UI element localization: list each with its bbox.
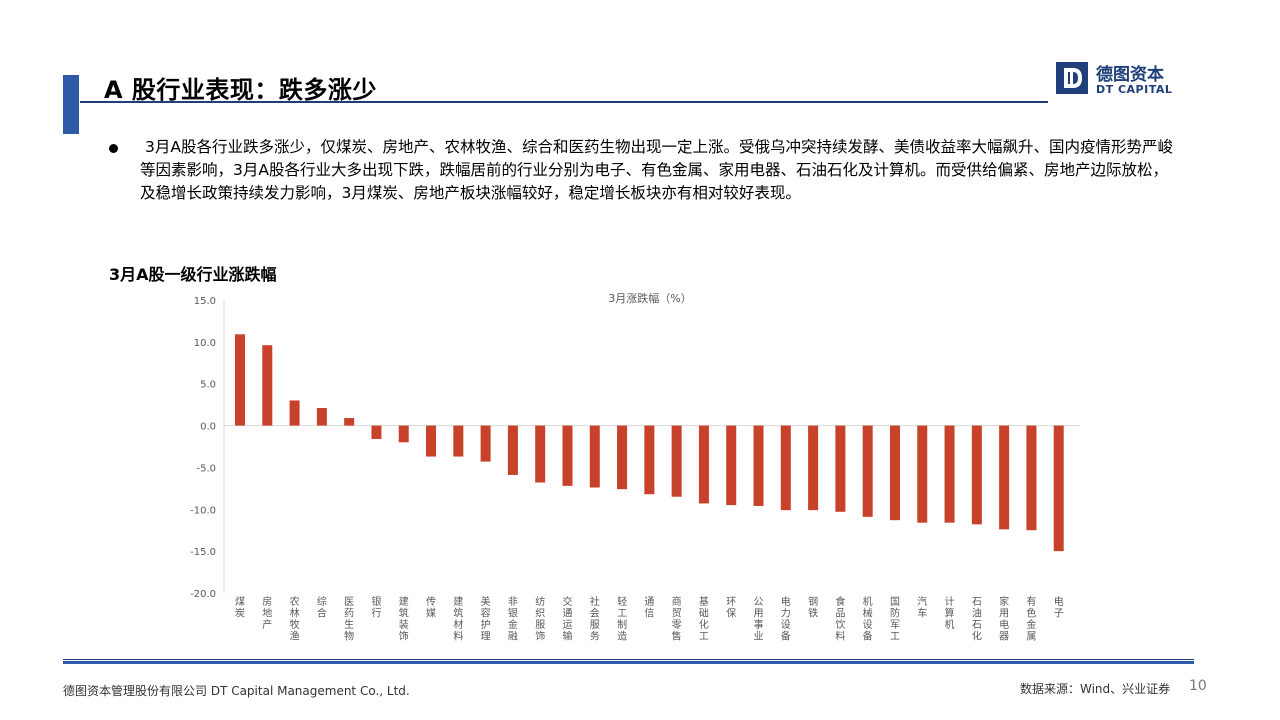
- y-axis-ticks: 15.0 10.0 5.0 0.0 -5.0 -10.0 -15.0 -20.0: [190, 296, 216, 600]
- x-tick-label: 家用电器: [999, 595, 1009, 643]
- x-tick-label: 环保: [726, 597, 736, 620]
- bar: [835, 425, 846, 512]
- page-number: 10: [1189, 678, 1207, 694]
- bar: [780, 425, 791, 511]
- bar: [1026, 425, 1037, 531]
- x-tick-label: 通信: [644, 596, 654, 620]
- x-tick-label: 建筑材料: [453, 595, 463, 643]
- x-tick-label: 综合: [317, 595, 327, 620]
- bar: [698, 425, 709, 504]
- x-tick-label: 石油石化: [972, 597, 982, 643]
- x-tick-label: 农林牧渔: [290, 595, 300, 643]
- company-logo: 德图资本 DT CAPITAL: [1056, 60, 1180, 100]
- x-tick-label: 有色金属: [1026, 595, 1036, 643]
- x-tick-label: 纺织服饰: [535, 595, 545, 643]
- bar: [535, 425, 546, 483]
- footer-company-name: 德图资本管理股份有限公司 DT Capital Management Co., …: [63, 684, 410, 698]
- x-tick-label: 机械设备: [863, 595, 873, 643]
- bar: [480, 425, 491, 462]
- bar: [971, 425, 982, 525]
- bar: [1053, 425, 1064, 552]
- y-tick-label: -10.0: [190, 505, 216, 516]
- bar: [453, 425, 464, 457]
- x-axis-labels: 煤炭 房地产 农林牧渔 综合 医药生物 银行 建筑装饰 传媒 建筑材料 美容护理 非银金融 纺织服饰 交…: [235, 595, 1064, 643]
- bullet-dot-icon: [109, 144, 118, 153]
- x-tick-label: 公用事业: [754, 597, 764, 643]
- x-tick-label: 商贸零售: [672, 595, 682, 643]
- y-tick-label: -15.0: [190, 547, 216, 558]
- x-tick-label: 传媒: [426, 596, 436, 620]
- x-tick-label: 计算机: [945, 595, 955, 631]
- bar: [235, 334, 245, 426]
- y-tick-label: 10.0: [194, 338, 216, 349]
- logo-english-text: DT CAPITAL: [1096, 83, 1173, 96]
- y-tick-label: 15.0: [194, 296, 216, 307]
- bar: [917, 425, 928, 523]
- bar: [671, 425, 682, 497]
- title-accent-bar: [63, 75, 79, 134]
- x-tick-label: 交通运输: [562, 595, 572, 643]
- industry-return-bar-chart: 3月涨跌幅（%） 15.0 10.0 5.0 0.0 -5.0 -10.0 -15.0 -20…: [190, 291, 1080, 643]
- bar: [426, 425, 437, 457]
- bar: [862, 425, 873, 517]
- bar: [262, 345, 273, 426]
- bar-series: [235, 334, 1064, 552]
- bar: [589, 425, 600, 488]
- bar: [808, 425, 819, 511]
- bar: [562, 425, 573, 486]
- title-divider: [80, 101, 1048, 103]
- bar: [644, 425, 655, 495]
- bar: [753, 425, 764, 506]
- x-tick-label: 银行: [371, 595, 381, 620]
- x-tick-label: 房地产: [262, 595, 272, 631]
- y-tick-label: -5.0: [196, 463, 216, 474]
- x-tick-label: 基础化工: [699, 595, 709, 643]
- logo-chinese-text: 德图资本: [1096, 65, 1164, 85]
- footer-divider-thick: [63, 661, 1194, 664]
- x-tick-label: 煤炭: [235, 595, 245, 620]
- x-tick-label: 医药生物: [344, 596, 354, 643]
- x-tick-label: 电力设备: [781, 595, 791, 643]
- bar: [507, 425, 518, 475]
- y-tick-label: 0.0: [200, 422, 216, 433]
- y-tick-label: -20.0: [190, 589, 216, 600]
- footer-divider-thin: [63, 659, 1194, 660]
- bar: [316, 407, 327, 426]
- bar: [398, 425, 409, 443]
- bar: [999, 425, 1010, 530]
- y-tick-label: 5.0: [200, 380, 216, 391]
- bar: [289, 400, 300, 426]
- bar: [617, 425, 628, 490]
- bar: [944, 425, 955, 523]
- chart-title: 3月涨跌幅（%）: [608, 291, 691, 305]
- x-tick-label: 食品饮料: [835, 595, 845, 643]
- bar: [371, 425, 382, 439]
- x-tick-label: 汽车: [917, 595, 927, 620]
- chart-heading: 3月A股一级行业涨跌幅: [109, 265, 277, 284]
- logo-mark-icon: [1056, 62, 1088, 94]
- x-tick-label: 美容护理: [481, 595, 491, 643]
- footer-data-source: 数据来源：Wind、兴业证券: [1020, 682, 1171, 696]
- x-tick-label: 建筑装饰: [399, 595, 409, 643]
- page-title: A 股行业表现：跌多涨少: [104, 76, 377, 104]
- x-tick-label: 非银金融: [508, 596, 518, 643]
- bar: [344, 418, 355, 426]
- x-tick-label: 钢铁: [808, 595, 818, 620]
- summary-paragraph: 3月A股各行业跌多涨少，仅煤炭、房地产、农林牧渔、综合和医药生物出现一定上涨。受…: [140, 138, 1173, 202]
- bar: [889, 425, 900, 521]
- x-tick-label: 国防军工: [890, 596, 900, 643]
- x-tick-label: 电子: [1054, 595, 1064, 620]
- bar: [726, 425, 737, 506]
- x-tick-label: 轻工制造: [617, 595, 627, 643]
- x-tick-label: 社会服务: [590, 595, 600, 643]
